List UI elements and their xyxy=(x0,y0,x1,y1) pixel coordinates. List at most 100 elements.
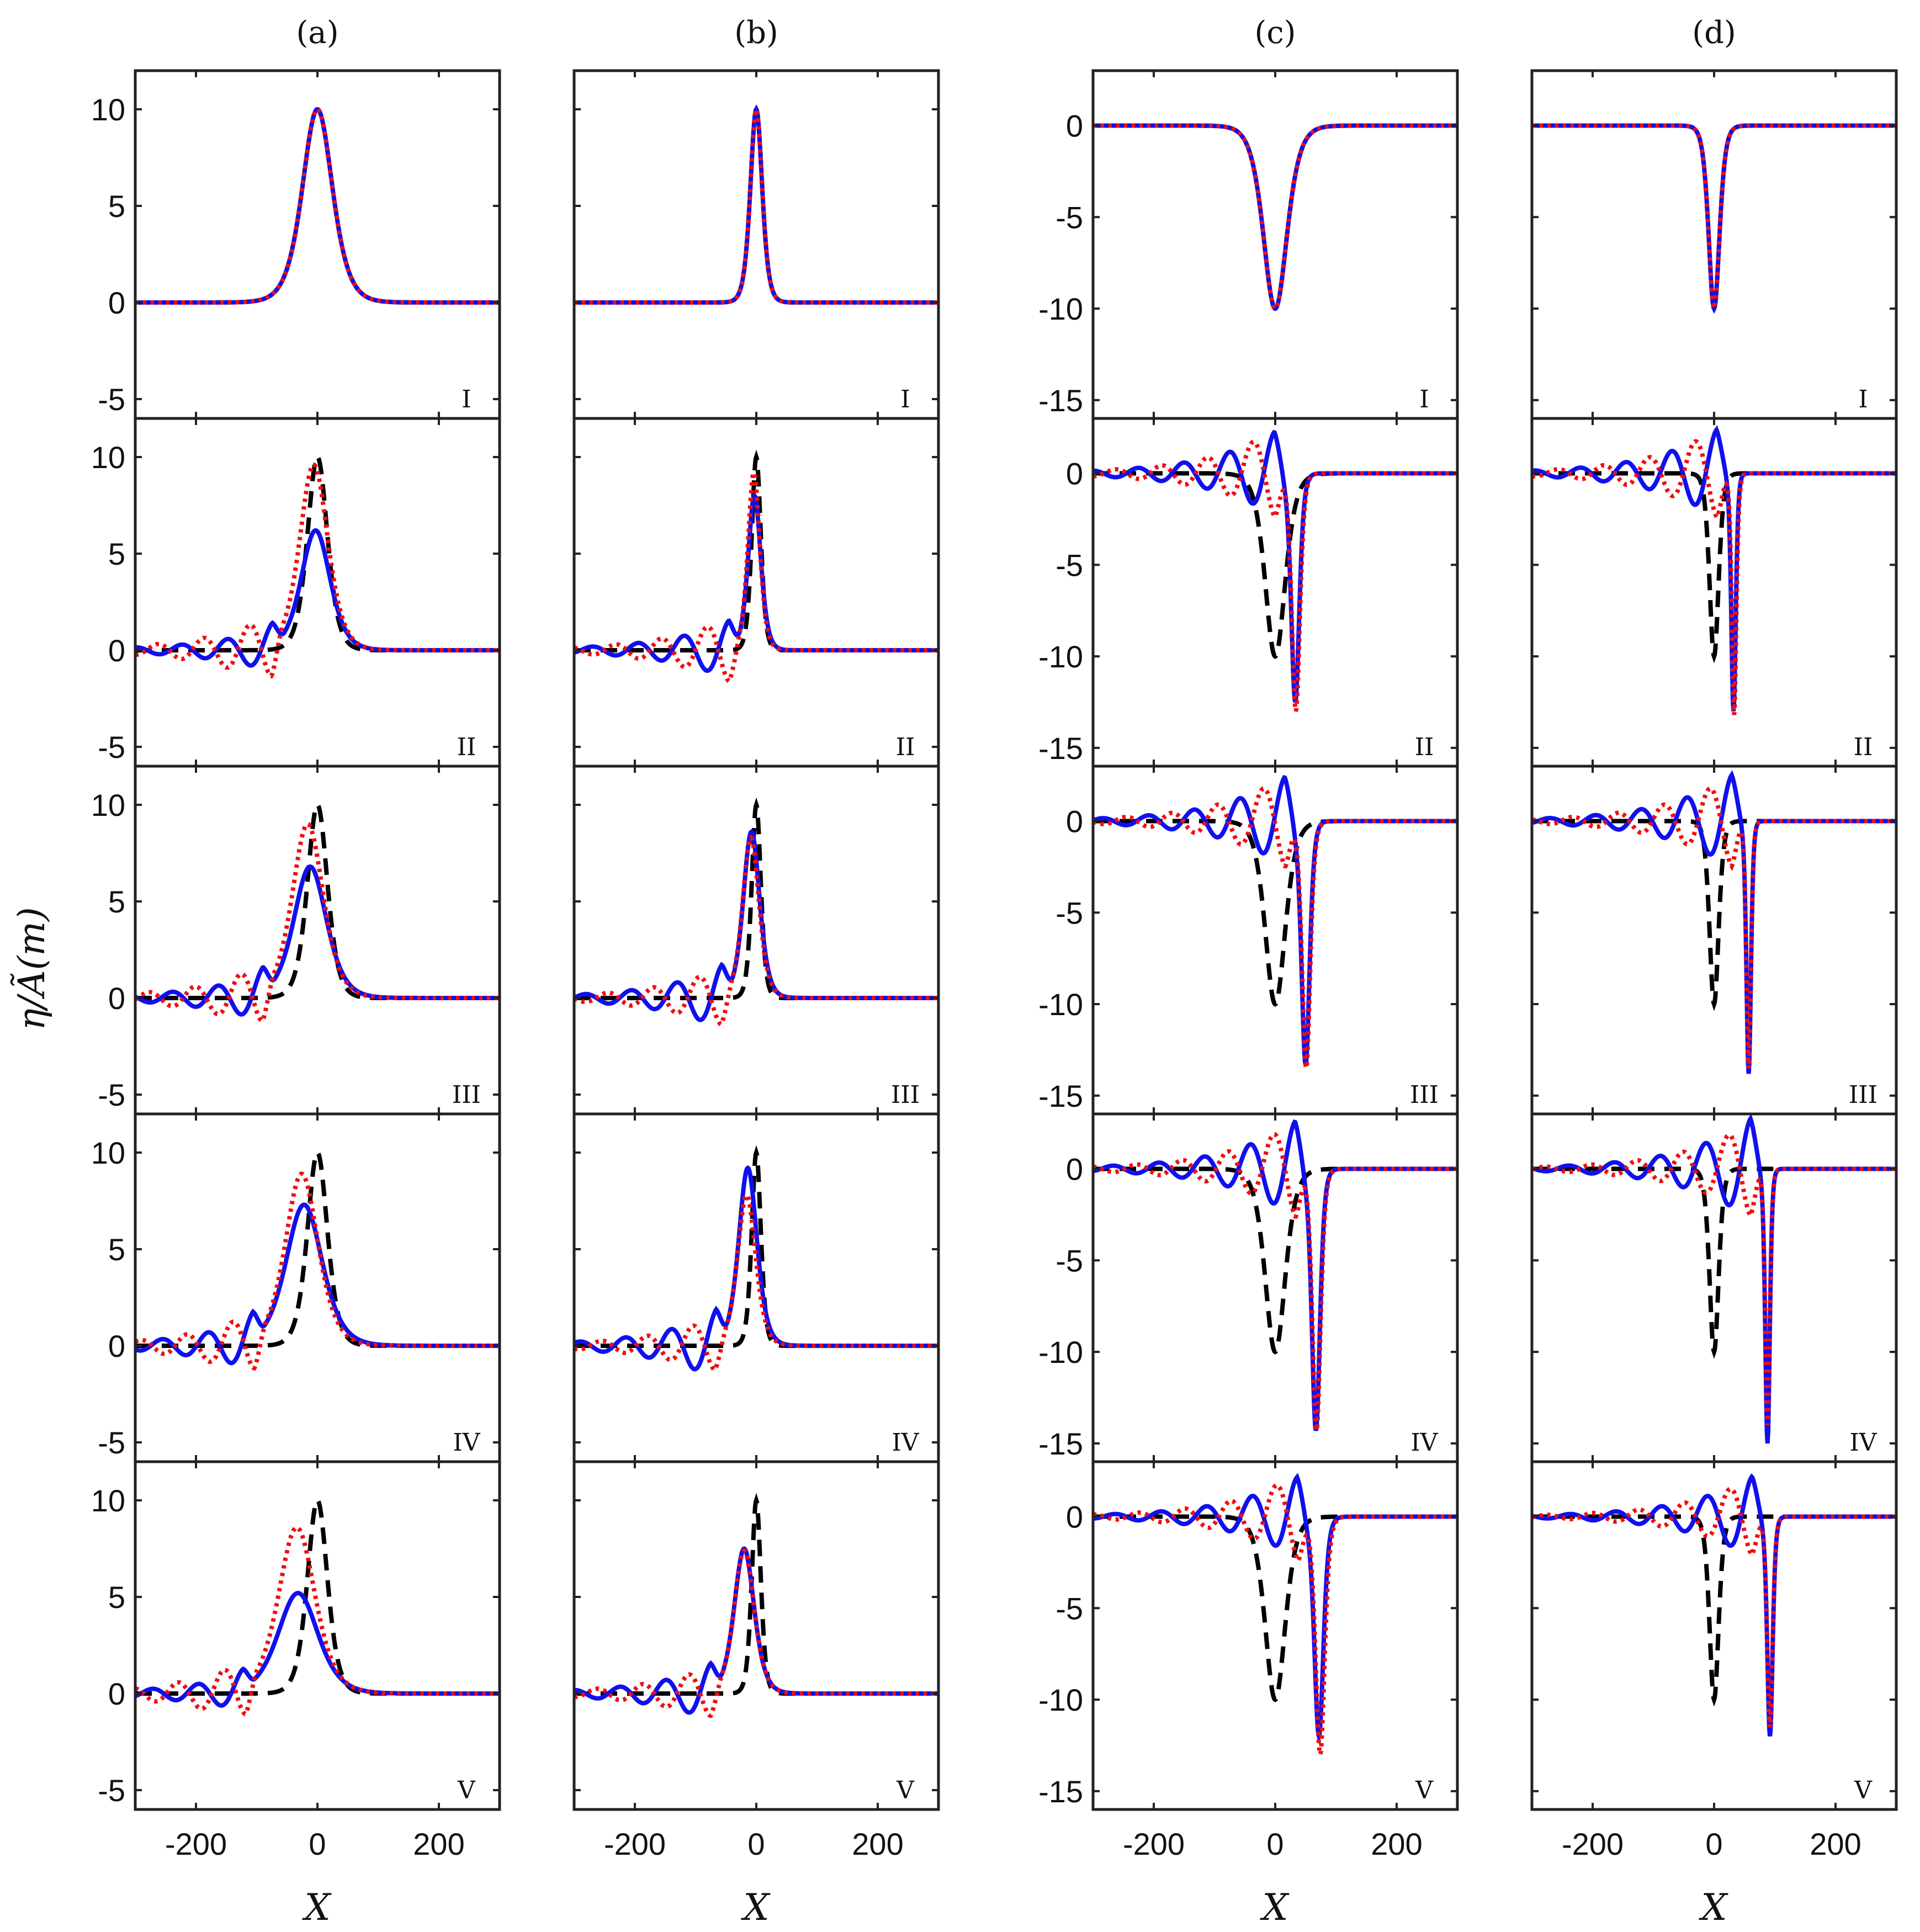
solution-a-line xyxy=(1532,123,1896,314)
solution-a-line xyxy=(574,1165,938,1372)
panel-d-i: I xyxy=(1530,69,1898,420)
x-tick-label: 200 xyxy=(1371,1827,1422,1861)
reference-line xyxy=(574,1493,938,1696)
y-tick-label: -15 xyxy=(1038,1079,1083,1113)
y-tick-label: 10 xyxy=(91,1483,125,1518)
y-tick-label: 10 xyxy=(91,788,125,822)
panel-frame xyxy=(1530,69,1898,420)
row-label: I xyxy=(462,385,471,413)
panel-a-i: -5 0 5 10 I xyxy=(91,69,501,420)
y-tick-label: 10 xyxy=(91,440,125,475)
panel-a-v: -5 0 5 10 -200 0 200 V xyxy=(91,1460,501,1861)
y-tick-label: -5 xyxy=(98,1078,125,1112)
panel-d-iv: IV xyxy=(1530,1112,1898,1463)
reference-line xyxy=(1093,1166,1457,1355)
solution-b-line xyxy=(1532,439,1896,715)
row-label: V xyxy=(457,1776,476,1804)
reference-line xyxy=(574,104,938,305)
y-tick-label: 0 xyxy=(1066,108,1083,143)
solution-b-line xyxy=(1093,1483,1457,1755)
panel-frame xyxy=(1091,69,1459,420)
y-tick-label: 0 xyxy=(108,1329,125,1363)
reference-line xyxy=(135,107,500,305)
y-tick-label: 10 xyxy=(91,1135,125,1170)
y-tick-label: 0 xyxy=(1066,456,1083,491)
y-tick-label: -10 xyxy=(1038,291,1083,326)
column-title-b: (b) xyxy=(734,15,778,51)
solution-a-line xyxy=(135,1202,500,1366)
y-tick-label: -15 xyxy=(1038,731,1083,766)
row-label: II xyxy=(1854,733,1873,761)
reference-line xyxy=(1532,123,1896,314)
solution-b-line xyxy=(1532,1486,1896,1728)
y-tick-label: 10 xyxy=(91,92,125,127)
panel-c-ii: -15 -10 -5 0 II xyxy=(1038,417,1459,768)
solution-a-line xyxy=(1093,123,1457,311)
y-tick-label: 0 xyxy=(108,633,125,668)
reference-line xyxy=(1532,1166,1896,1359)
row-label: IV xyxy=(1410,1429,1438,1457)
column-title-c: (c) xyxy=(1254,15,1296,51)
y-tick-label: -15 xyxy=(1038,383,1083,418)
x-tick-label: -200 xyxy=(165,1827,227,1861)
y-tick-label: -5 xyxy=(1056,548,1083,582)
y-tick-label: 5 xyxy=(108,537,125,571)
reference-line xyxy=(574,449,938,652)
reference-line xyxy=(574,797,938,1000)
y-tick-label: -5 xyxy=(1056,200,1083,235)
y-tick-label: -10 xyxy=(1038,1682,1083,1717)
row-label: V xyxy=(896,1776,915,1804)
x-tick-label: -200 xyxy=(604,1827,666,1861)
row-label: IV xyxy=(1849,1429,1877,1457)
solution-a-line xyxy=(1093,429,1457,703)
row-label: IV xyxy=(892,1429,919,1457)
y-tick-label: -5 xyxy=(1056,1243,1083,1278)
row-label: V xyxy=(1854,1776,1873,1804)
solution-a-line xyxy=(135,1590,500,1708)
reference-line xyxy=(1532,1514,1896,1707)
panel-c-i: -15 -10 -5 0 I xyxy=(1038,69,1459,420)
panel-grid: -50510I-50510II-50510III-50510IV-50510-2… xyxy=(91,69,1898,1861)
y-tick-label: 5 xyxy=(108,189,125,224)
x-tick-label: 0 xyxy=(309,1827,326,1861)
y-tick-label: 5 xyxy=(108,884,125,919)
x-axis-title-c: X xyxy=(1260,1886,1290,1929)
solution-b-line xyxy=(574,468,938,685)
reference-line xyxy=(1093,819,1457,1007)
x-axis-titles: X X X X xyxy=(302,1886,1729,1929)
y-tick-label: 0 xyxy=(1066,1151,1083,1186)
x-tick-label: -200 xyxy=(1123,1827,1185,1861)
row-label: II xyxy=(896,733,915,761)
x-tick-label: 0 xyxy=(1705,1827,1722,1861)
y-tick-label: 0 xyxy=(108,981,125,1016)
solution-b-line xyxy=(135,107,500,305)
reference-line xyxy=(1532,819,1896,1011)
y-tick-label: 5 xyxy=(108,1232,125,1267)
y-tick-label: 0 xyxy=(108,1676,125,1711)
y-tick-label: -5 xyxy=(98,730,125,765)
x-tick-label: 200 xyxy=(413,1827,464,1861)
solution-b-line xyxy=(574,104,938,305)
y-tick-label: -10 xyxy=(1038,987,1083,1022)
solution-b-line xyxy=(135,462,500,679)
column-title-a: (a) xyxy=(296,15,338,51)
panel-frame xyxy=(134,69,501,420)
solution-a-line xyxy=(135,528,500,668)
solution-a-line xyxy=(574,1546,938,1715)
solution-a-line xyxy=(574,104,938,305)
solution-a-line xyxy=(1532,425,1896,712)
solution-b-line xyxy=(1532,786,1896,1069)
reference-line xyxy=(135,454,500,652)
row-label: I xyxy=(900,385,910,413)
x-axis-title-a: X xyxy=(302,1886,332,1929)
y-tick-label: 0 xyxy=(108,285,125,320)
row-label: II xyxy=(457,733,476,761)
solution-b-line xyxy=(1093,439,1457,712)
solution-b-line xyxy=(1532,1132,1896,1425)
panel-d-v: -200 0 200 V xyxy=(1530,1460,1898,1861)
solution-b-line xyxy=(135,1525,500,1717)
x-tick-label: 0 xyxy=(747,1827,765,1861)
row-label: III xyxy=(452,1081,481,1109)
reference-line xyxy=(1532,471,1896,664)
panel-d-ii: II xyxy=(1530,417,1898,768)
